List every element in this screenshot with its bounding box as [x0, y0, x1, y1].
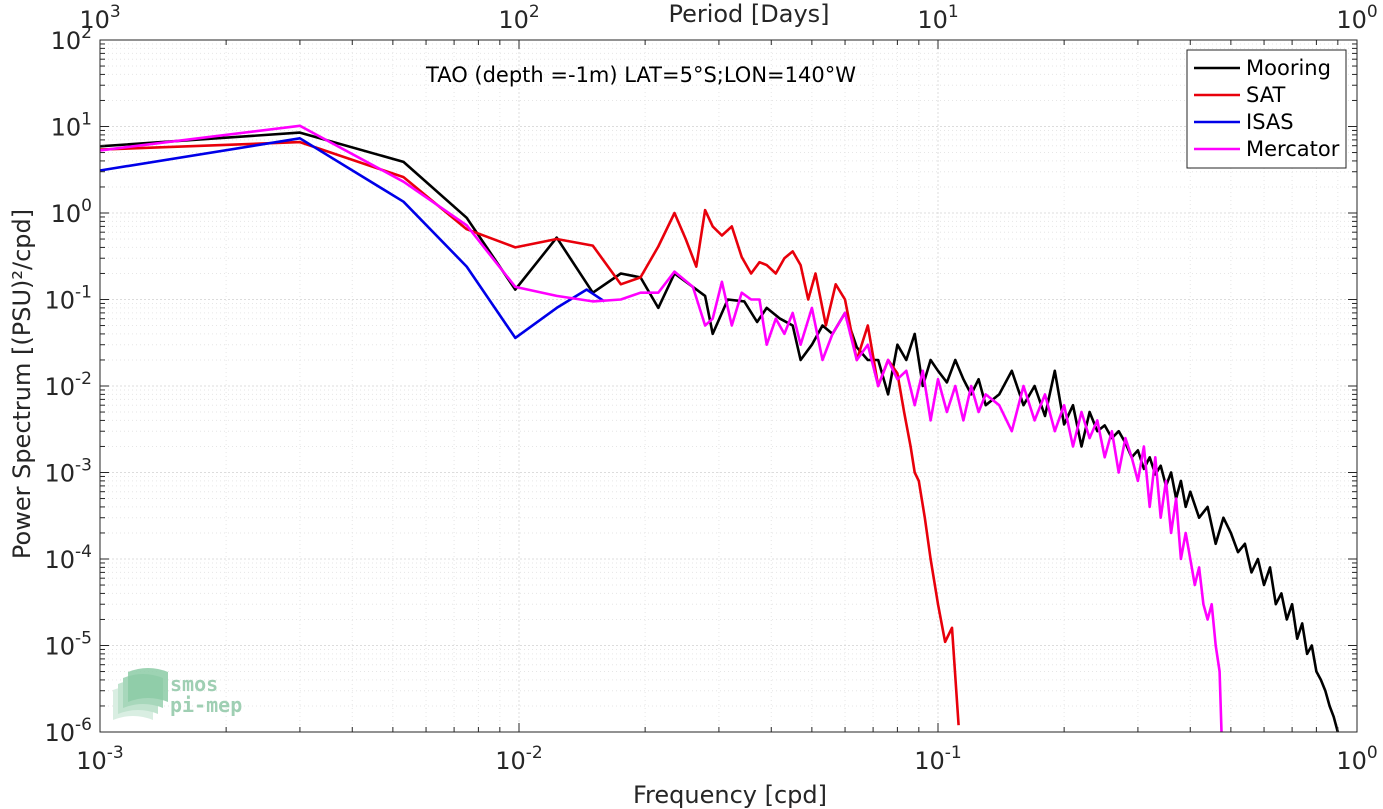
series-line-mercator	[99, 124, 1223, 733]
top-tick-labels: 103 102 101 100	[79, 2, 1377, 34]
y-tick-label: 10-3	[45, 456, 93, 488]
y-tick-label: 10-2	[45, 369, 93, 401]
y-tick-labels: 10-6 10-5 10-4 10-3 10-2 10-1 100 101 102	[45, 23, 93, 747]
top-tick-label: 101	[917, 2, 958, 34]
logo-text-pimep: pi-mep	[170, 693, 242, 717]
y-tick-label: 10-5	[45, 629, 93, 661]
y-tick-label: 101	[51, 110, 92, 142]
x-tick-label: 100	[1336, 743, 1377, 775]
x-tick-label: 10-3	[76, 743, 124, 775]
x-tick-labels: 10-3 10-2 10-1 100	[76, 743, 1377, 775]
top-axis-label: Period [Days]	[668, 0, 829, 28]
legend: Mooring SAT ISAS Mercator	[1186, 49, 1347, 169]
y-tick-label: 10-6	[45, 715, 93, 747]
legend-label-mooring: Mooring	[1246, 56, 1331, 80]
logo-text-smos: smos	[170, 672, 218, 696]
chart-title: TAO (depth =-1m) LAT=5°S;LON=140°W	[425, 63, 856, 87]
minor-grid	[100, 40, 1357, 732]
y-tick-label: 100	[51, 196, 92, 228]
top-tick-label: 100	[1336, 2, 1377, 34]
legend-label-isas: ISAS	[1246, 110, 1294, 134]
x-axis-label: Frequency [cpd]	[633, 781, 827, 809]
logo-mark-icon	[113, 668, 168, 720]
series-line-mooring	[99, 131, 1340, 733]
x-tick-label: 10-2	[495, 743, 543, 775]
y-axis-label: Power Spectrum [(PSU)²/cpd]	[8, 209, 36, 559]
y-tick-label: 102	[51, 23, 92, 55]
series-layer	[99, 124, 1340, 733]
series-line-sat	[99, 140, 960, 726]
tick-marks	[99, 39, 1358, 733]
legend-label-mercator: Mercator	[1246, 137, 1340, 161]
smos-pi-mep-logo: smos pi-mep	[113, 668, 242, 720]
top-tick-label: 102	[498, 2, 539, 34]
y-tick-label: 10-4	[45, 542, 93, 574]
y-tick-label: 10-1	[45, 283, 93, 315]
series-line-isas	[99, 137, 606, 340]
legend-label-sat: SAT	[1246, 83, 1285, 107]
top-tick-label: 103	[79, 2, 120, 34]
x-tick-label: 10-1	[914, 743, 962, 775]
